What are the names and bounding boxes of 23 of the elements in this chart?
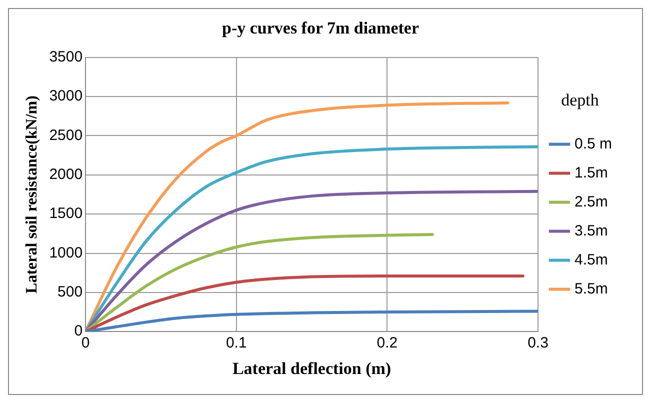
x-tick-label: 0.2 (376, 334, 398, 352)
line-series (86, 232, 434, 332)
legend-label: 1.5m (574, 164, 608, 182)
legend-label: 3.5m (574, 222, 608, 240)
x-axis-title: Lateral deflection (m) (232, 359, 392, 378)
x-tick-label: 0.3 (528, 334, 548, 352)
y-tick-label: 1000 (49, 244, 83, 262)
y-tick-label: 2500 (49, 126, 83, 144)
legend-label: 0.5 m (574, 135, 612, 152)
x-tick-label: 0.1 (226, 334, 247, 352)
chart-title: p-y curves for 7m diameter (222, 18, 420, 38)
y-axis-title: Lateral soil resistance(kN/m) (24, 96, 41, 294)
y-tick-label: 3000 (49, 88, 83, 105)
legend-label: 2.5m (574, 193, 608, 210)
y-tick-label: 0 (74, 322, 83, 340)
line-series (86, 274, 524, 332)
legend-label: 4.5m (574, 251, 608, 268)
legend-label: 5.5m (574, 280, 608, 298)
y-tick-label: 1500 (49, 205, 83, 222)
y-tick-label: 500 (58, 284, 83, 301)
y-tick-label: 2000 (49, 166, 83, 184)
legend-title: depth (561, 90, 600, 110)
y-tick-label: 3500 (49, 48, 83, 66)
